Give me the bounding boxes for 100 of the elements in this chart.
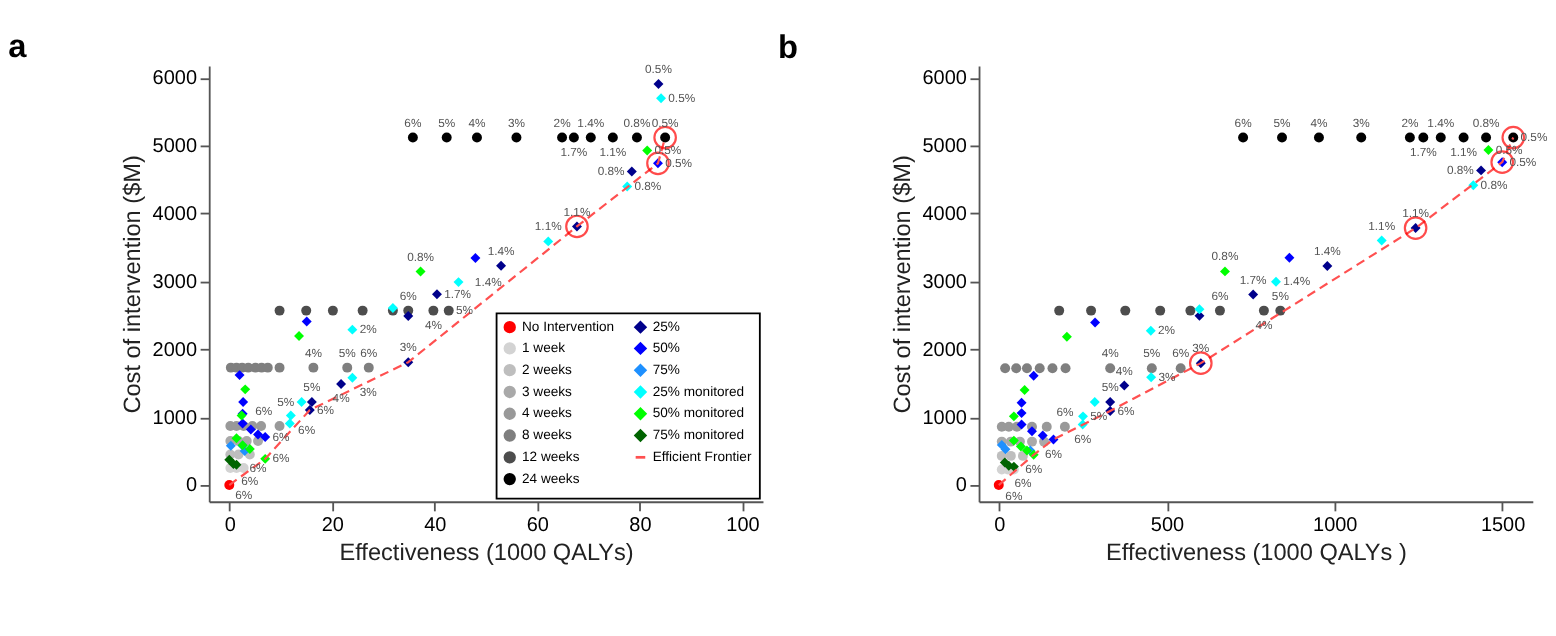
y-tick-label: 3000 — [922, 271, 968, 294]
point — [1220, 266, 1230, 277]
point — [1086, 305, 1097, 316]
point — [1284, 252, 1295, 263]
x-tick-label: 40 — [424, 515, 448, 538]
point — [1000, 363, 1011, 374]
point — [407, 132, 418, 143]
point — [1041, 421, 1052, 432]
point — [1435, 132, 1446, 143]
point — [1019, 385, 1030, 396]
x-tick-label: 500 — [1150, 515, 1186, 538]
point — [1061, 331, 1072, 342]
point — [342, 362, 353, 373]
point — [1000, 444, 1011, 455]
x-tick-label: 60 — [526, 515, 550, 538]
point — [301, 305, 312, 316]
point — [285, 410, 296, 421]
point — [496, 260, 507, 271]
y-tick-label: 5000 — [922, 136, 968, 159]
y-tick-label: 1000 — [922, 407, 968, 430]
point — [1016, 419, 1027, 430]
point — [607, 132, 618, 143]
point — [1060, 363, 1071, 374]
point — [357, 305, 368, 316]
x-tick-label: 1000 — [1313, 515, 1359, 538]
point — [1005, 450, 1016, 461]
point — [1034, 363, 1045, 374]
point — [1078, 411, 1088, 422]
point — [1011, 363, 1022, 374]
point — [347, 324, 358, 335]
point — [1008, 411, 1019, 422]
point — [1015, 441, 1026, 452]
point — [1027, 436, 1037, 447]
y-tick-label: 0 — [185, 475, 198, 498]
point — [234, 370, 245, 381]
point — [1248, 289, 1259, 300]
point — [1146, 363, 1157, 374]
point — [294, 331, 305, 342]
point — [1155, 305, 1166, 316]
point — [511, 132, 522, 143]
point — [1483, 144, 1494, 155]
point — [1418, 132, 1429, 143]
x-tick-label: 80 — [629, 515, 653, 538]
point — [1016, 397, 1027, 408]
point — [274, 421, 285, 431]
x-tick-label: 0 — [994, 515, 1007, 538]
point — [543, 236, 554, 247]
y-tick-label: 2000 — [922, 339, 968, 362]
point — [1277, 132, 1287, 143]
point — [253, 429, 263, 440]
point — [260, 432, 271, 443]
point — [1185, 305, 1196, 316]
point — [631, 132, 642, 143]
point — [1313, 132, 1324, 143]
point — [415, 266, 426, 277]
point — [568, 132, 579, 143]
point — [238, 396, 249, 407]
point — [301, 316, 312, 327]
point — [1054, 305, 1065, 316]
point — [1016, 408, 1027, 419]
point — [441, 132, 452, 143]
point — [306, 396, 317, 407]
point — [1090, 317, 1101, 328]
point — [1404, 132, 1415, 143]
point — [443, 305, 454, 316]
point — [453, 277, 464, 288]
point — [274, 362, 285, 373]
point — [1214, 305, 1225, 316]
y-axis-title: Cost of intervention ($M) — [887, 155, 916, 414]
point — [284, 418, 295, 429]
chart-title: a — [8, 28, 29, 65]
point — [296, 396, 307, 407]
point — [274, 305, 285, 316]
point — [1105, 363, 1116, 374]
y-tick-label: 0 — [955, 475, 968, 498]
point — [1481, 132, 1492, 143]
point — [471, 132, 482, 143]
point — [1145, 325, 1156, 336]
point — [1458, 132, 1469, 143]
point — [1037, 430, 1048, 441]
point — [256, 421, 267, 431]
point — [1194, 304, 1205, 315]
point — [403, 311, 414, 322]
chart-title: b — [778, 30, 799, 67]
point — [1059, 421, 1070, 432]
point — [1089, 397, 1100, 408]
x-tick-label: 1500 — [1480, 515, 1527, 538]
x-tick-label: 0 — [224, 515, 237, 538]
point — [428, 305, 439, 316]
point — [1468, 180, 1479, 191]
point — [1027, 426, 1037, 437]
point — [1120, 305, 1131, 316]
point — [240, 384, 251, 395]
point — [1238, 132, 1249, 143]
point — [1105, 397, 1116, 408]
y-tick-label: 6000 — [152, 68, 198, 91]
x-tick-label: 100 — [726, 515, 761, 538]
point — [327, 305, 338, 316]
point — [1376, 235, 1387, 246]
point — [1048, 434, 1059, 445]
